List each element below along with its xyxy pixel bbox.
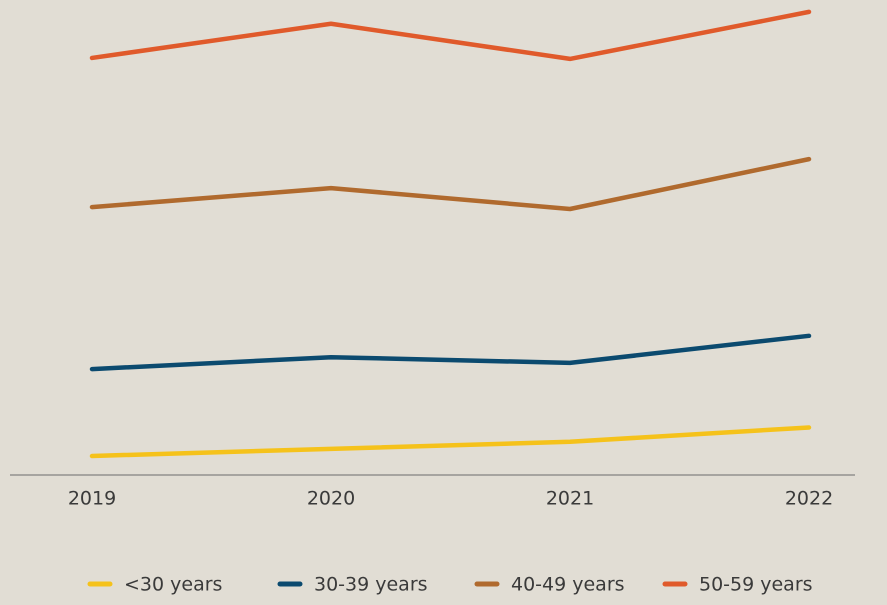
legend-label: 40-49 years xyxy=(511,574,625,596)
data-line xyxy=(89,156,812,212)
data-line xyxy=(89,425,812,459)
data-line xyxy=(89,9,812,62)
x-tick-label: 2019 xyxy=(68,488,116,510)
data-line xyxy=(89,333,812,372)
legend-label: <30 years xyxy=(124,574,222,596)
x-tick-label: 2021 xyxy=(546,488,594,510)
x-tick-label: 2022 xyxy=(785,488,833,510)
legend-label: 50-59 years xyxy=(699,574,813,596)
legend-label: 30-39 years xyxy=(314,574,428,596)
x-tick-label: 2020 xyxy=(307,488,355,510)
